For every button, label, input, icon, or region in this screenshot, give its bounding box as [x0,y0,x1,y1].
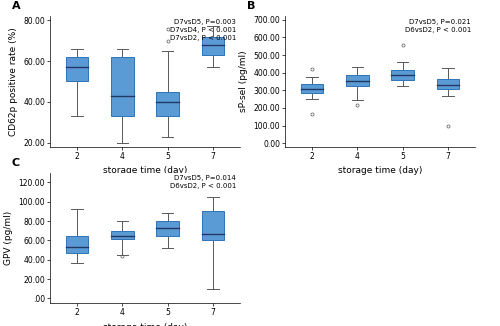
Bar [111,57,134,116]
X-axis label: storage time (day): storage time (day) [103,323,187,326]
Text: B: B [247,1,256,11]
Bar [301,84,324,93]
Bar [156,221,179,236]
Bar [346,75,368,86]
Bar [202,37,224,55]
Text: A: A [12,1,20,11]
Bar [111,231,134,239]
Text: D7vsD5, P=0.021
D6vsD2, P < 0.001: D7vsD5, P=0.021 D6vsD2, P < 0.001 [405,19,471,33]
Bar [436,80,459,89]
Bar [66,57,88,82]
Bar [392,70,414,80]
Bar [66,236,88,253]
Text: C: C [12,157,20,168]
Y-axis label: GPV (pg/ml): GPV (pg/ml) [4,211,13,265]
X-axis label: storage time (day): storage time (day) [103,166,187,175]
Text: D7vsD5, P=0.003
D7vsD4, P < 0.001
D7vsD2, P < 0.001: D7vsD5, P=0.003 D7vsD4, P < 0.001 D7vsD2… [170,19,236,41]
Y-axis label: CD62p positive rate (%): CD62p positive rate (%) [8,27,18,136]
Bar [156,92,179,116]
Text: D7vsD5, P=0.014
D6vsD2, P < 0.001: D7vsD5, P=0.014 D6vsD2, P < 0.001 [170,175,236,189]
Y-axis label: sP-sel (pg/ml): sP-sel (pg/ml) [239,51,248,112]
X-axis label: storage time (day): storage time (day) [338,166,422,175]
Bar [202,212,224,240]
